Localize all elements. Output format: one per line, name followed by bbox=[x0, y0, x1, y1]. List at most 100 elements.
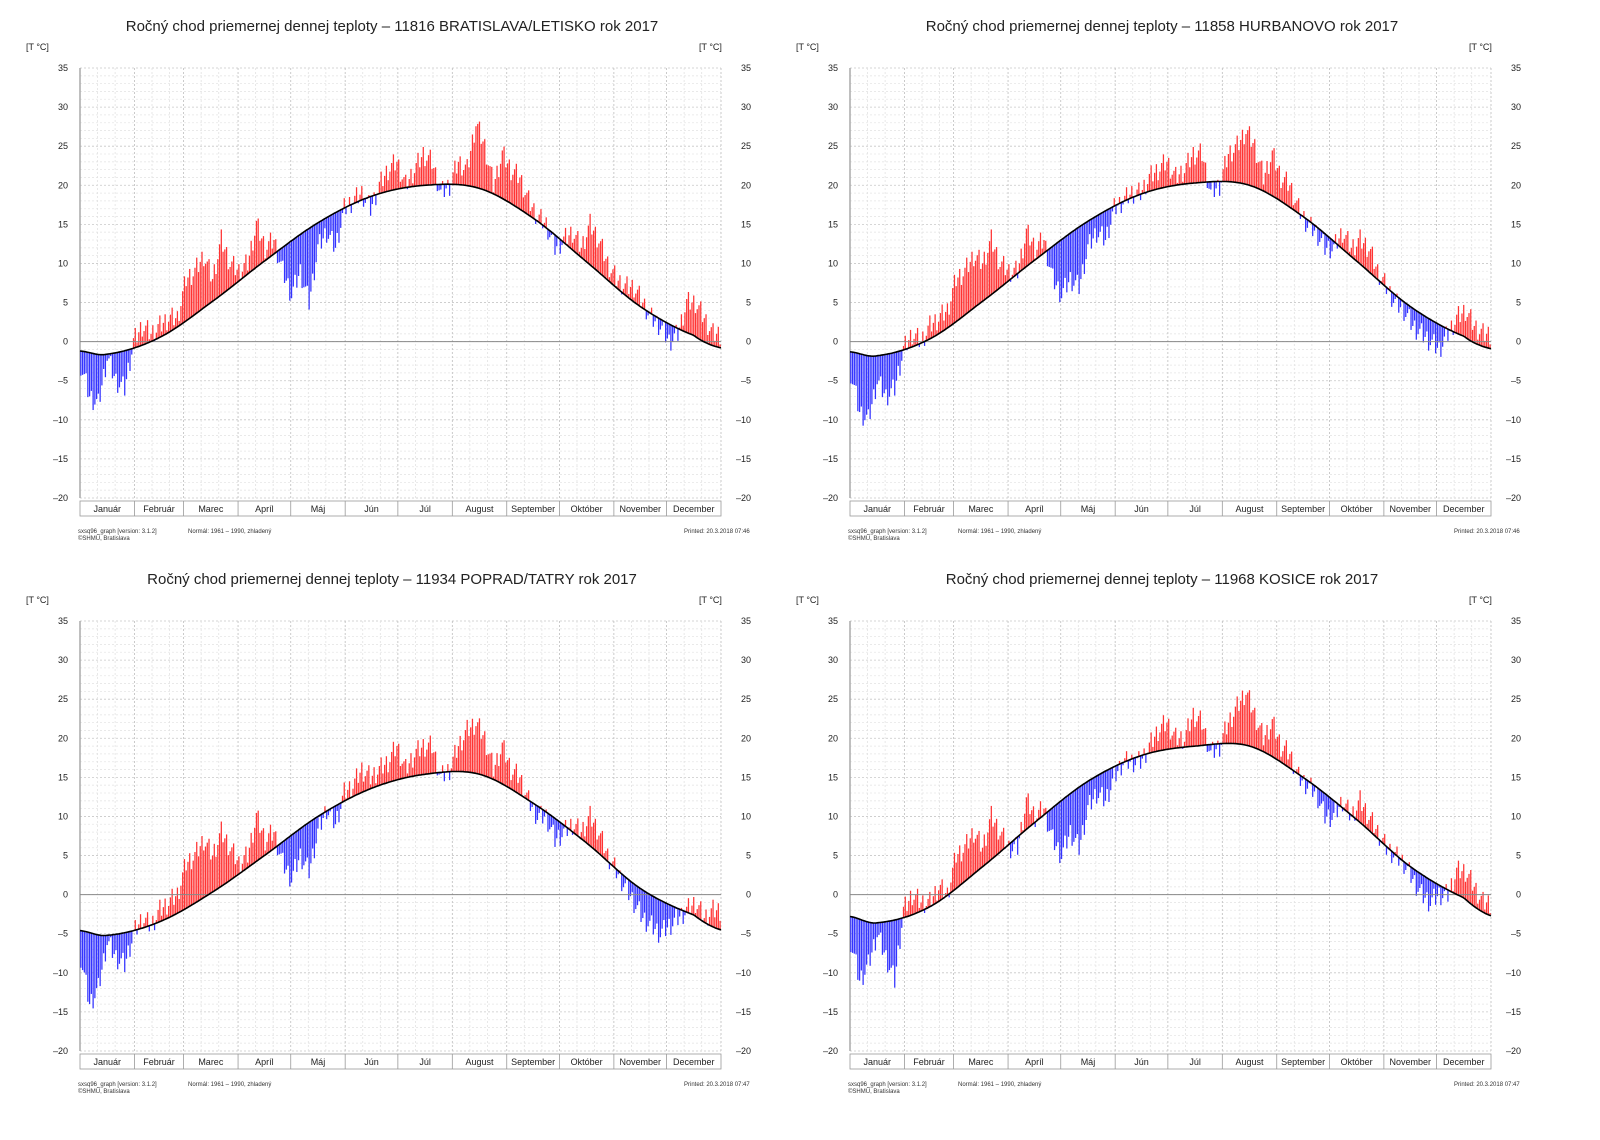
x-month-label: Jún bbox=[1134, 1057, 1149, 1067]
footer-normal: Normál: 1961 – 1990, zhladený bbox=[188, 1082, 272, 1088]
bar-below-normal bbox=[118, 352, 121, 388]
bar-below-normal bbox=[883, 354, 885, 394]
bar-above-normal bbox=[607, 256, 609, 280]
bar-above-normal bbox=[1315, 225, 1317, 226]
bar-below-normal bbox=[1094, 777, 1096, 790]
bar-above-normal bbox=[596, 247, 598, 271]
bar-below-normal bbox=[338, 804, 340, 823]
bar-above-normal bbox=[269, 232, 272, 258]
bar-below-normal bbox=[897, 351, 899, 366]
bar-above-normal bbox=[268, 241, 270, 259]
bar-above-normal bbox=[1231, 161, 1233, 182]
bar-below-normal bbox=[1090, 219, 1093, 249]
bar-below-normal bbox=[867, 921, 870, 955]
bar-above-normal bbox=[934, 314, 936, 337]
bar-below-normal bbox=[299, 829, 301, 849]
bar-below-normal bbox=[1083, 224, 1086, 275]
y-tick-label-right: 5 bbox=[746, 298, 751, 308]
bar-below-normal bbox=[1141, 755, 1143, 759]
bar-above-normal bbox=[710, 327, 712, 345]
normal-curve bbox=[79, 183, 722, 356]
bar-above-normal bbox=[1254, 139, 1256, 187]
bar-above-normal bbox=[1187, 152, 1189, 184]
bar-below-normal bbox=[333, 807, 335, 829]
bar-above-normal bbox=[508, 159, 510, 203]
bar-above-normal bbox=[275, 239, 277, 254]
bar-below-normal bbox=[406, 187, 409, 190]
bar-above-normal bbox=[512, 174, 514, 205]
bar-above-normal bbox=[1157, 741, 1159, 752]
bar-below-normal bbox=[851, 351, 854, 385]
y-tick-label-left: 30 bbox=[58, 102, 68, 112]
bar-below-normal bbox=[436, 772, 438, 776]
bar-below-normal bbox=[556, 819, 558, 839]
y-tick-label-right: –5 bbox=[741, 376, 751, 386]
bar-below-normal bbox=[657, 317, 660, 335]
bar-below-normal bbox=[901, 918, 903, 928]
bar-above-normal bbox=[573, 238, 575, 251]
bar-above-normal bbox=[636, 289, 639, 304]
x-month-label: Jún bbox=[364, 1057, 379, 1067]
y-tick-label-left: 15 bbox=[828, 219, 838, 229]
y-tick-label-right: –5 bbox=[1511, 929, 1521, 939]
bar-above-normal bbox=[570, 818, 572, 830]
bar-below-normal bbox=[1392, 852, 1395, 858]
bar-above-normal bbox=[506, 760, 509, 787]
bar-below-normal bbox=[1078, 787, 1080, 855]
bar-below-normal bbox=[1101, 213, 1103, 227]
bar-above-normal bbox=[420, 747, 423, 775]
bar-above-normal bbox=[369, 784, 372, 790]
bar-above-normal bbox=[252, 250, 254, 271]
bar-above-normal bbox=[1371, 246, 1374, 275]
bar-below-normal bbox=[108, 354, 110, 359]
bar-above-normal bbox=[271, 248, 273, 256]
y-tick-label-right: 20 bbox=[741, 733, 751, 743]
bar-above-normal bbox=[1113, 198, 1115, 207]
bar-below-normal bbox=[111, 934, 114, 958]
bar-below-normal bbox=[124, 350, 126, 396]
bar-below-normal bbox=[873, 356, 875, 390]
bar-above-normal bbox=[714, 340, 716, 346]
bar-above-normal bbox=[173, 904, 175, 916]
bar-above-normal bbox=[1164, 170, 1166, 188]
bar-above-normal bbox=[173, 325, 175, 330]
bar-above-normal bbox=[707, 334, 709, 344]
x-month-label: Marec bbox=[198, 504, 224, 514]
bar-above-normal bbox=[1159, 732, 1161, 751]
y-tick-label-left: –10 bbox=[53, 968, 68, 978]
bar-below-normal bbox=[682, 910, 684, 924]
bar-above-normal bbox=[1027, 224, 1029, 266]
bar-above-normal bbox=[410, 753, 412, 777]
bar-below-normal bbox=[322, 813, 324, 819]
bar-below-normal bbox=[885, 921, 887, 951]
bar-above-normal bbox=[1396, 293, 1398, 296]
bar-above-normal bbox=[543, 222, 546, 226]
bar-above-normal bbox=[273, 240, 275, 255]
bar-below-normal bbox=[326, 218, 328, 243]
bar-above-normal bbox=[466, 719, 468, 772]
bar-above-normal bbox=[916, 327, 919, 346]
bar-above-normal bbox=[364, 776, 366, 792]
bar-above-normal bbox=[401, 763, 403, 779]
bar-below-normal bbox=[860, 919, 862, 971]
y-tick-label-left: 25 bbox=[58, 694, 68, 704]
bar-above-normal bbox=[529, 211, 532, 216]
y-tick-label-left: 5 bbox=[63, 298, 68, 308]
bar-below-normal bbox=[1327, 236, 1330, 241]
bar-above-normal bbox=[1292, 205, 1295, 210]
bar-above-normal bbox=[1266, 724, 1268, 754]
footer-normal: Normál: 1961 – 1990, zhladený bbox=[958, 529, 1042, 535]
chart-title: Ročný chod priemernej dennej teploty – 1… bbox=[925, 18, 1399, 35]
bar-above-normal bbox=[607, 848, 609, 861]
bar-above-normal bbox=[1368, 251, 1370, 272]
bar-above-normal bbox=[401, 179, 403, 189]
bar-above-normal bbox=[457, 746, 460, 772]
bar-below-normal bbox=[887, 354, 889, 406]
bar-below-normal bbox=[1018, 835, 1021, 839]
bar-below-normal bbox=[894, 352, 896, 396]
bar-above-normal bbox=[1148, 173, 1151, 192]
bar-below-normal bbox=[1443, 326, 1446, 337]
bar-above-normal bbox=[1489, 344, 1491, 349]
month-band bbox=[849, 500, 1492, 517]
footer-copyright: ©SHMÚ, Bratislava bbox=[78, 1089, 130, 1095]
